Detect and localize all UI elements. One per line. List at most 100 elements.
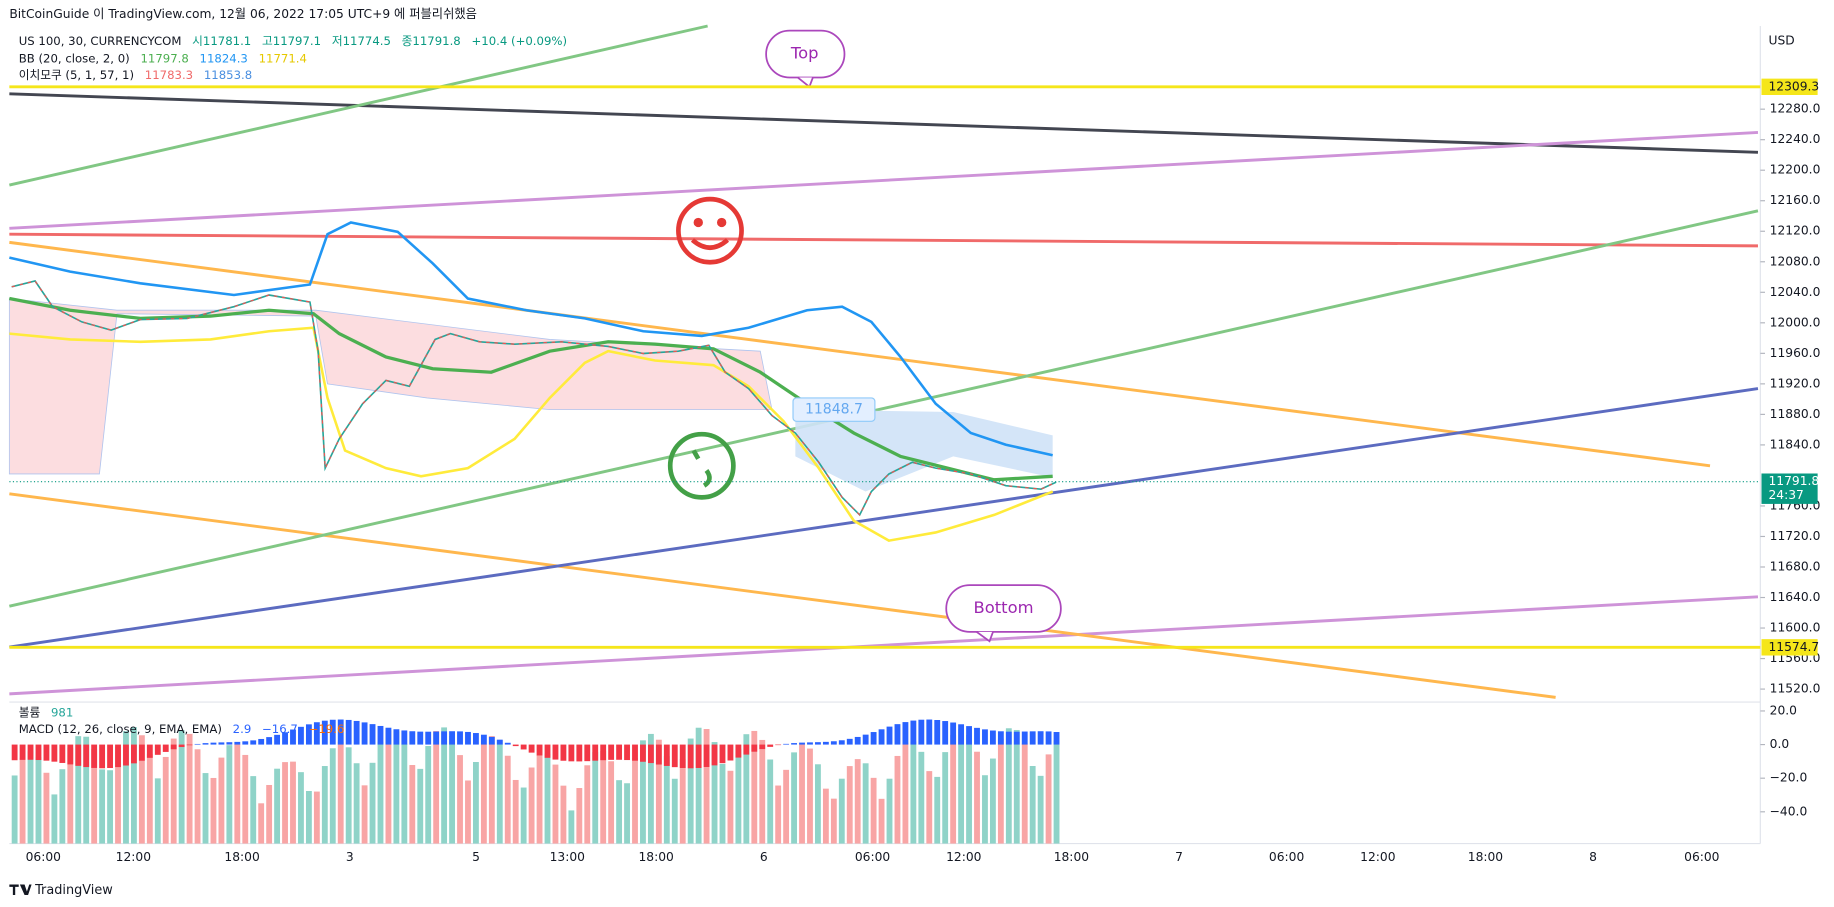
volume-bar (815, 764, 821, 844)
macd-bar (417, 731, 424, 745)
macd-bar (369, 724, 376, 745)
top-label: Top (790, 44, 819, 63)
bottom-callout: Bottom (945, 584, 1062, 643)
price-tag-label: 11574.7 (1769, 640, 1820, 654)
macd-bar (982, 729, 988, 745)
macd-bar (19, 744, 26, 760)
volume-bar (441, 727, 448, 844)
legend-ichimoku: 이치모쿠 (5, 1, 57, 1) 11783.3 11853.8 (19, 68, 252, 82)
volume-bar (767, 759, 774, 844)
macd-bar (751, 744, 758, 752)
volume-bar (393, 731, 400, 844)
volume-bar (377, 741, 384, 844)
macd-bar (735, 744, 742, 758)
macd-bar (35, 744, 42, 761)
macd-bar (234, 741, 241, 745)
volume-bar (616, 780, 623, 844)
macd-bar (687, 744, 694, 769)
volume-bar (138, 735, 145, 844)
macd-bar (488, 736, 495, 745)
volume-bar (457, 755, 463, 844)
volume-bar (19, 757, 26, 844)
countdown: 24:37 (1769, 488, 1804, 502)
volume-bar (313, 791, 320, 844)
volume-bar (496, 740, 503, 844)
volume-bar (488, 736, 495, 844)
macd-bar (1013, 731, 1020, 745)
volume-bar (942, 752, 949, 844)
macd-bar (632, 744, 638, 761)
trend-line (9, 232, 1758, 248)
macd-bar (43, 744, 50, 761)
volume-bar (75, 736, 82, 844)
macd-bar (504, 742, 511, 745)
time-label: 3 (346, 850, 354, 864)
volume-bar (536, 755, 543, 844)
macd-bar (186, 744, 193, 746)
macd-bar (775, 744, 782, 746)
time-label: 06:00 (855, 850, 890, 864)
macd-histogram (11, 719, 1060, 769)
volume-bar (759, 739, 766, 844)
volume-bar (512, 779, 519, 844)
macd-bar (465, 731, 471, 745)
macd-tick-label: −40.0 (1770, 804, 1808, 818)
macd-bar (313, 722, 320, 745)
macd-bar (512, 744, 519, 747)
macd-bar (560, 744, 567, 761)
volume-bar (727, 770, 734, 844)
macd-bar (918, 719, 925, 745)
smiley-red (676, 196, 744, 265)
macd-bar (433, 731, 440, 745)
volume-bar (27, 751, 34, 844)
macd-bar (11, 744, 18, 761)
macd-bar (974, 727, 980, 745)
volume-bar (878, 798, 885, 844)
publisher: BitCoinGuide 이 TradingView.com, 12월 06, … (9, 6, 477, 21)
trend-line (9, 92, 1759, 154)
volume-bar (958, 728, 965, 844)
volume-bar (989, 758, 996, 844)
macd-bar (353, 720, 360, 745)
macd-bar (1029, 731, 1036, 745)
macd-bar (99, 744, 106, 769)
volume-bar (1053, 740, 1060, 844)
macd-bar (329, 719, 336, 745)
legend-macd: MACD (12, 26, close, 9, EMA, EMA) 2.9 −1… (19, 721, 345, 735)
macd-tick-label: 0.0 (1770, 737, 1790, 751)
macd-bar (321, 720, 328, 745)
volume-bar (425, 746, 432, 844)
volume-bar (202, 773, 209, 844)
bb-upper (9, 221, 1053, 457)
volume-bar (99, 769, 106, 844)
macd-tick-label: −20.0 (1770, 771, 1808, 785)
time-label: 18:00 (638, 850, 673, 864)
bottom-label: Bottom (974, 598, 1034, 617)
price-tag-label: 11791.8 (1769, 474, 1820, 488)
volume-bar (465, 780, 471, 844)
volume-bar (226, 745, 233, 844)
volume-bar (11, 775, 18, 844)
volume-bar (218, 757, 225, 844)
volume-bar (43, 772, 50, 844)
trend-line (9, 240, 1711, 468)
trend-line (9, 387, 1759, 649)
time-label: 12:00 (116, 850, 151, 864)
macd-bar (218, 742, 225, 745)
volume-bar (274, 768, 281, 844)
price-tag (1761, 473, 1818, 504)
volume-bar (719, 763, 726, 844)
volume-bar (520, 787, 527, 844)
macd-bar (997, 731, 1004, 745)
macd-bar (520, 744, 527, 750)
bb-basis (9, 296, 1053, 482)
macd-bar (552, 744, 559, 760)
volume-bar (663, 756, 670, 844)
volume-bar (290, 761, 296, 844)
macd-bar (385, 727, 392, 745)
volume-bar (807, 748, 813, 844)
price-tag-label: 12309.3 (1769, 79, 1820, 93)
volume-bar (123, 731, 129, 844)
macd-bar (202, 743, 209, 745)
macd-bar (473, 733, 479, 745)
